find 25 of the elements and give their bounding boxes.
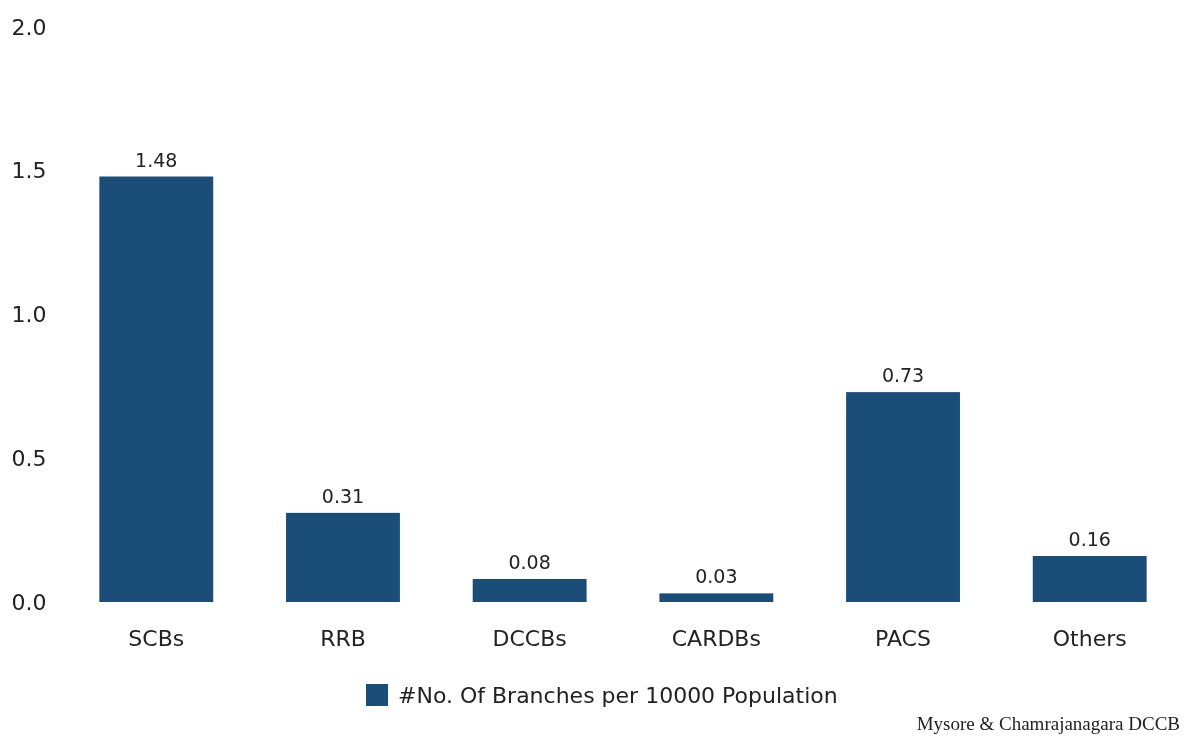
x-tick-label: Others [1052, 626, 1127, 651]
x-tick-label: DCCBs [492, 626, 567, 651]
data-label: 0.73 [881, 364, 925, 387]
bar [659, 593, 774, 602]
data-label: 0.08 [508, 551, 551, 573]
y-tick-label: 1.0 [11, 302, 47, 328]
y-tick-label: 0.0 [11, 589, 47, 615]
y-tick-label: 1.5 [11, 158, 47, 184]
bar [1032, 556, 1147, 602]
x-tick-label: RRB [320, 626, 366, 651]
data-label: 0.16 [1068, 528, 1111, 550]
text: Mysore & Chamrajanagara DCCB [916, 713, 1180, 734]
y-tick-label: 2.0 [11, 14, 47, 40]
bar [472, 579, 587, 602]
data-label: 1.48 [135, 148, 178, 171]
bar [286, 512, 400, 602]
y-tick-label: 0.5 [11, 445, 47, 471]
x-tick-label: SCBs [128, 626, 185, 651]
legend-label: #No. Of Branches per 10000 Population [398, 682, 838, 708]
data-label: 0.31 [321, 484, 365, 507]
x-tick-label: PACS [875, 626, 931, 651]
bar [99, 176, 214, 602]
bar [846, 392, 960, 602]
data-label: 0.03 [695, 565, 738, 588]
x-tick-label: CARDBs [671, 626, 761, 651]
